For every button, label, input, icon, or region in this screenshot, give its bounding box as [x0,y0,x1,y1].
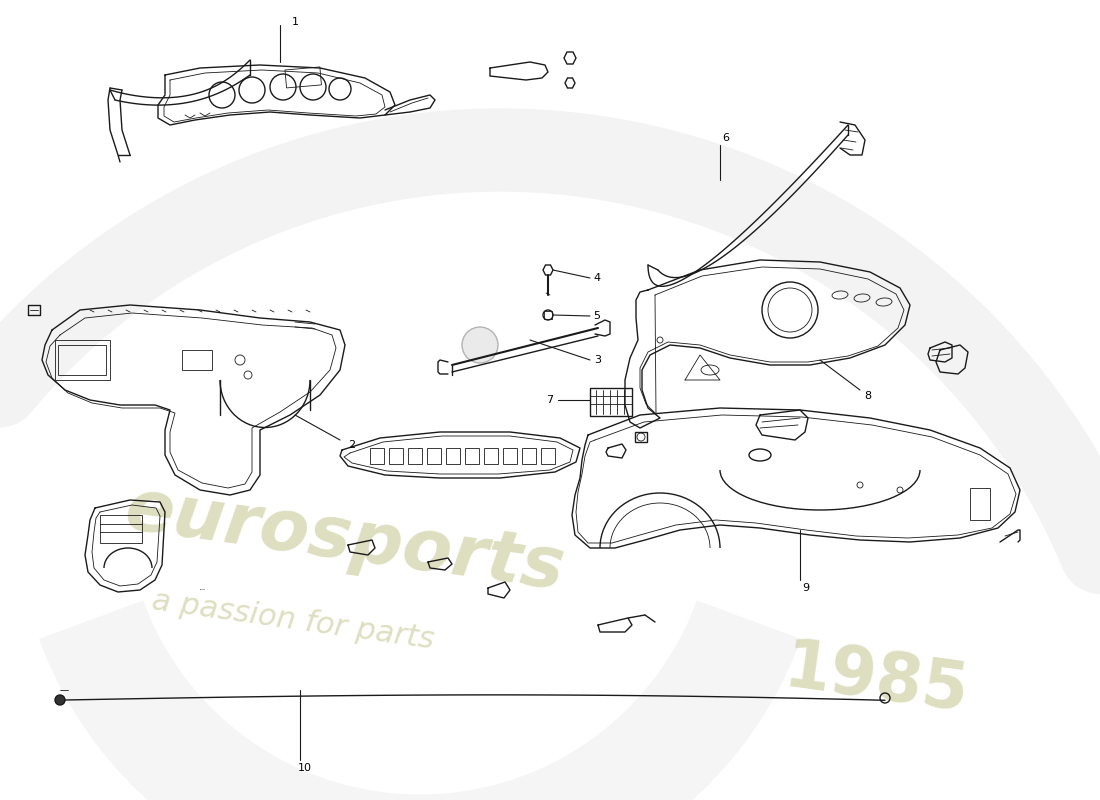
Text: 10: 10 [298,763,312,773]
Bar [590,388,632,416]
Text: 6: 6 [723,133,729,143]
Bar [427,448,441,464]
Text: 1: 1 [292,17,298,27]
Bar [182,350,212,370]
Circle shape [55,695,65,705]
Bar [544,311,552,319]
Circle shape [462,327,498,363]
Bar [522,448,536,464]
Text: eurosports: eurosports [120,475,569,605]
Bar [484,448,498,464]
Bar [100,515,142,543]
Text: 8: 8 [865,391,871,401]
Text: 2: 2 [349,440,355,450]
Bar [55,340,110,380]
Bar [465,448,478,464]
Bar [408,448,422,464]
Bar [370,448,384,464]
Bar [58,345,106,375]
Bar [541,448,556,464]
Text: 4: 4 [593,273,601,283]
Text: 3: 3 [594,355,602,365]
Text: 5: 5 [594,311,601,321]
Bar [970,488,990,520]
Text: 9: 9 [802,583,810,593]
Bar [446,448,460,464]
Text: 1985: 1985 [780,634,974,726]
Bar [389,448,403,464]
Bar [285,67,321,88]
Text: #c8c896: #c8c896 [200,589,206,590]
Bar [503,448,517,464]
Bar [635,432,647,442]
Text: 7: 7 [547,395,553,405]
Text: a passion for parts: a passion for parts [150,586,436,654]
